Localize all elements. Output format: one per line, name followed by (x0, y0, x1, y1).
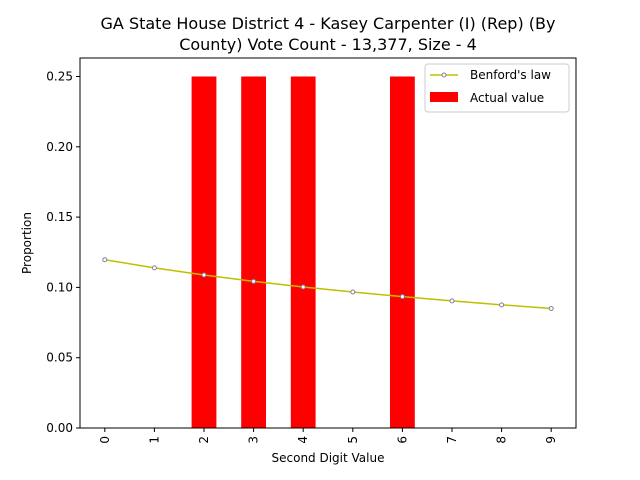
x-tick-label: 7 (445, 436, 459, 444)
x-tick-label: 9 (544, 436, 558, 444)
y-tick-label: 0.20 (46, 140, 73, 154)
benford-point-7 (449, 298, 455, 304)
x-tick-label: 4 (296, 436, 310, 444)
legend-line-marker (441, 72, 447, 78)
x-tick-label: 6 (395, 436, 409, 444)
y-axis: 0.00 0.05 0.10 0.15 0.20 0.25 (46, 70, 80, 435)
y-axis-label: Proportion (20, 212, 34, 274)
benford-point-0 (102, 257, 108, 263)
benford-point-8 (499, 302, 505, 308)
y-tick-label: 0.10 (46, 280, 73, 294)
x-axis: 0 1 2 3 4 5 6 7 8 9 (98, 428, 558, 444)
benford-point-6 (399, 294, 405, 300)
x-tick-label: 1 (147, 436, 161, 444)
benford-line (104, 258, 552, 310)
x-axis-label: Second Digit Value (272, 451, 385, 465)
y-tick-label: 0.15 (46, 210, 73, 224)
line-series (102, 257, 554, 311)
benford-point-3 (251, 278, 257, 284)
y-tick-label: 0.05 (46, 351, 73, 365)
bar-digit-3 (241, 76, 266, 428)
legend-box (424, 63, 570, 113)
legend-label-benford: Benford's law (470, 68, 551, 82)
bar-digit-2 (191, 76, 217, 428)
x-tick-label: 2 (197, 436, 211, 444)
x-tick-label: 0 (98, 436, 112, 444)
x-tick-label: 5 (346, 436, 360, 444)
legend-label-actual: Actual value (470, 91, 544, 105)
legend: Benford's law Actual value (424, 63, 570, 113)
bar-digit-6 (390, 76, 415, 428)
bar-digit-4 (290, 76, 316, 428)
benford-point-2 (201, 272, 207, 278)
benford-point-1 (151, 265, 157, 271)
y-tick-label: 0.00 (46, 421, 73, 435)
legend-bar-swatch (430, 92, 458, 102)
benford-point-5 (350, 289, 356, 295)
x-tick-label: 3 (247, 436, 261, 444)
benford-point-4 (300, 284, 306, 290)
x-tick-label: 8 (495, 436, 509, 444)
plot-frame (79, 57, 577, 429)
chart-title-line1: GA State House District 4 - Kasey Carpen… (101, 14, 556, 33)
bar-series (191, 76, 415, 428)
benford-point-9 (548, 305, 554, 311)
chart-title-line2: County) Vote Count - 13,377, Size - 4 (179, 35, 477, 54)
y-tick-label: 0.25 (46, 70, 73, 84)
